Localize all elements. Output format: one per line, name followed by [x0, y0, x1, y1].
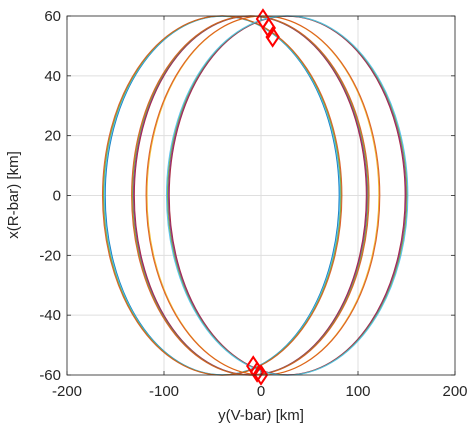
- y-tick-label: -20: [39, 247, 61, 264]
- diamond-marker: [249, 361, 265, 383]
- x-tick-label: -100: [149, 383, 179, 400]
- y-axis-label: x(R-bar) [km]: [5, 151, 22, 239]
- y-tick-label: -60: [39, 367, 61, 384]
- diamond-marker: [261, 17, 276, 39]
- x-axis-label: y(V-bar) [km]: [218, 407, 304, 424]
- x-tick-label: 200: [442, 383, 467, 400]
- y-tick-label: 60: [44, 8, 61, 25]
- y-tick-label: 0: [53, 188, 61, 205]
- x-tick-label: 100: [345, 383, 370, 400]
- diamond-marker: [253, 364, 269, 386]
- diamond-marker: [265, 26, 280, 48]
- x-tick-label: -200: [52, 383, 82, 400]
- y-tick-label: 20: [44, 128, 61, 145]
- y-tick-label: 40: [44, 68, 61, 85]
- y-tick-label: -40: [39, 307, 61, 324]
- x-tick-label: 0: [257, 383, 265, 400]
